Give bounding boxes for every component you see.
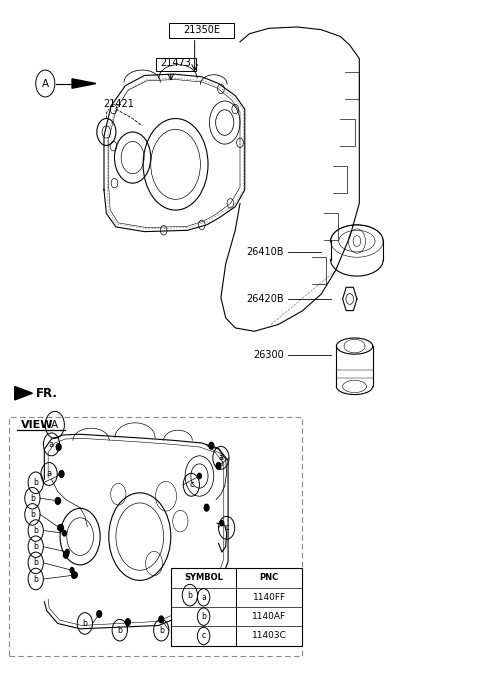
Text: 1140AF: 1140AF	[252, 612, 286, 621]
Text: 26420B: 26420B	[246, 294, 284, 304]
Circle shape	[126, 619, 130, 625]
Text: 21350E: 21350E	[183, 24, 220, 34]
Circle shape	[56, 443, 61, 450]
Text: A: A	[42, 78, 49, 89]
Text: a: a	[49, 440, 54, 449]
Text: b: b	[33, 542, 38, 551]
Text: c: c	[202, 631, 205, 640]
Text: b: b	[188, 591, 192, 600]
Circle shape	[60, 471, 63, 477]
Circle shape	[59, 470, 64, 477]
Text: 26300: 26300	[253, 350, 284, 360]
Text: b: b	[30, 510, 35, 519]
Text: SYMBOL: SYMBOL	[184, 573, 223, 583]
Text: b: b	[83, 619, 87, 628]
Text: c: c	[189, 480, 193, 489]
Text: 26410B: 26410B	[246, 247, 284, 257]
Text: 21473: 21473	[160, 58, 191, 68]
Text: b: b	[159, 626, 164, 635]
Text: 21421: 21421	[103, 99, 134, 109]
Circle shape	[57, 498, 60, 504]
Circle shape	[198, 473, 201, 479]
Text: b: b	[33, 575, 38, 583]
Text: b: b	[30, 493, 35, 503]
Text: a: a	[218, 454, 224, 462]
Text: FR.: FR.	[36, 387, 58, 400]
Text: VIEW: VIEW	[21, 420, 53, 430]
Bar	[171, 569, 302, 646]
Circle shape	[220, 521, 224, 526]
Circle shape	[97, 611, 101, 617]
Circle shape	[57, 444, 60, 450]
Text: b: b	[201, 612, 206, 621]
Circle shape	[216, 463, 220, 468]
Circle shape	[59, 525, 63, 531]
Circle shape	[125, 619, 130, 625]
Circle shape	[65, 550, 69, 555]
Circle shape	[60, 471, 63, 477]
Text: PNC: PNC	[260, 573, 279, 583]
Text: 1140FF: 1140FF	[252, 593, 286, 602]
Text: A: A	[51, 420, 59, 430]
Circle shape	[70, 568, 74, 573]
Circle shape	[72, 572, 76, 579]
Text: c: c	[224, 523, 229, 532]
Circle shape	[159, 616, 164, 623]
Text: b: b	[33, 478, 38, 487]
Circle shape	[204, 504, 209, 511]
Text: a: a	[47, 470, 52, 479]
Text: b: b	[117, 626, 122, 635]
Text: b: b	[33, 558, 38, 567]
Polygon shape	[72, 79, 96, 89]
Circle shape	[55, 498, 60, 504]
Circle shape	[97, 610, 102, 617]
Polygon shape	[15, 387, 33, 400]
Circle shape	[63, 552, 68, 558]
Circle shape	[216, 462, 221, 469]
Circle shape	[209, 442, 214, 449]
Text: a: a	[201, 593, 206, 602]
Text: b: b	[33, 526, 38, 535]
Text: 11403C: 11403C	[252, 631, 287, 640]
Circle shape	[202, 584, 206, 589]
Circle shape	[159, 617, 163, 622]
Circle shape	[73, 573, 77, 578]
Bar	[9, 417, 302, 656]
Circle shape	[58, 525, 61, 531]
Circle shape	[62, 531, 66, 536]
